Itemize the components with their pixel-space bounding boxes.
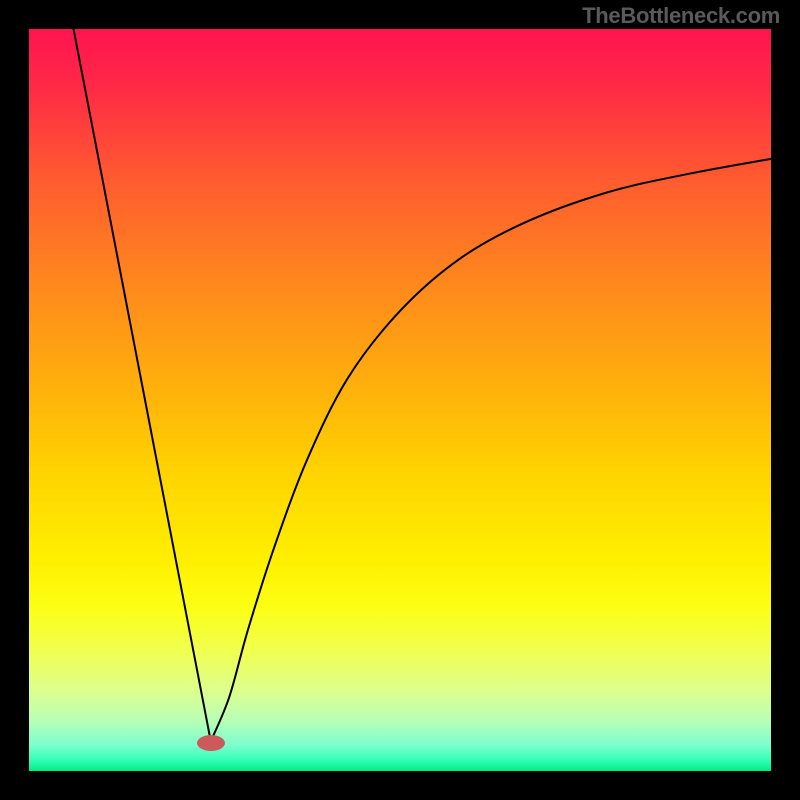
valley-marker (197, 735, 225, 751)
bottleneck-curve (45, 29, 771, 741)
chart-container: TheBottleneck.com (0, 0, 800, 800)
watermark-text: TheBottleneck.com (582, 3, 780, 29)
plot-area (29, 29, 771, 771)
curve-svg (29, 29, 771, 771)
